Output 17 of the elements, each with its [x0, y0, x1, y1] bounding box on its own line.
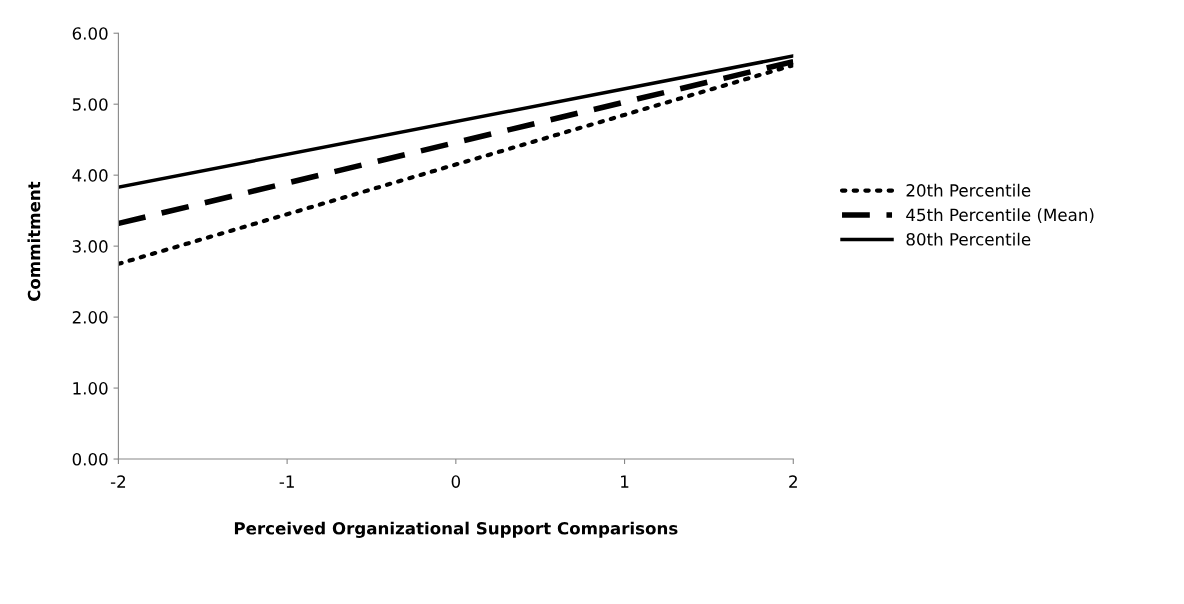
y-tick-label: 2.00: [72, 311, 108, 324]
y-axis-title: Commitment: [27, 181, 41, 302]
x-axis-title: Perceived Organizational Support Comparisons: [234, 521, 678, 538]
y-tick-label: 3.00: [72, 240, 108, 253]
y-tick-label: 5.00: [72, 98, 108, 111]
x-tick-label: -2: [110, 475, 126, 488]
y-tick-label: 4.00: [72, 169, 108, 182]
y-tick-label: 1.00: [73, 382, 108, 395]
x-tick-label: 2: [789, 475, 797, 488]
x-tick-label: 0: [451, 475, 461, 488]
legend-label: 80th Percentile: [906, 232, 1031, 246]
y-tick-label: 0.00: [72, 453, 108, 466]
x-tick-label: -1: [279, 475, 294, 488]
legend-label: 20th Percentile: [906, 183, 1031, 197]
legend-label: 45th Percentile (Mean): [906, 208, 1094, 224]
x-tick-label: 1: [621, 475, 629, 488]
y-tick-label: 6.00: [72, 27, 108, 40]
